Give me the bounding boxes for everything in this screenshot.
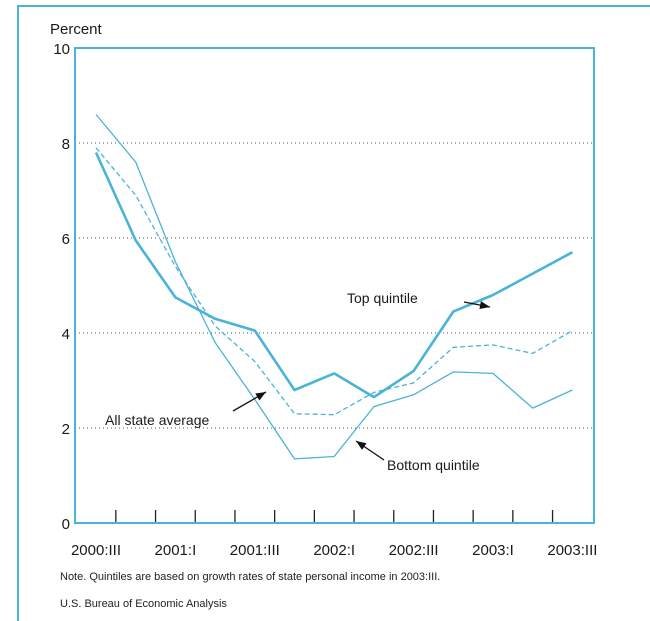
series-lines (94, 114, 574, 460)
grid-lines (75, 142, 594, 429)
y-tick-labels: 0 2 4 6 8 10 (53, 41, 70, 533)
series-line-all-state-average (95, 147, 573, 416)
y-tick-label: 8 (62, 136, 70, 153)
source-text: U.S. Bureau of Economic Analysis (60, 598, 227, 610)
annotation-bottom-quintile: Bottom quintile (387, 457, 480, 473)
all-state-average-arrow (232, 391, 267, 412)
annotation-top-quintile: Top quintile (347, 290, 418, 306)
y-tick-label: 4 (62, 326, 70, 343)
x-tick-label: 2000:III (71, 542, 121, 559)
y-tick-label: 6 (62, 231, 70, 248)
x-tick-label: 2003:III (547, 542, 597, 559)
annotations: Top quintile All state average Bottom quin… (105, 290, 491, 473)
frame-top-rule (17, 5, 650, 7)
frame-left-rule (17, 5, 19, 621)
y-tick-label: 2 (62, 421, 70, 438)
annotation-all-state-average: All state average (105, 412, 209, 428)
top-quintile-arrow (463, 301, 491, 310)
x-tick-marks (115, 510, 554, 523)
y-tick-label: 0 (62, 516, 70, 533)
x-tick-labels: 2000:III 2001:I 2001:III 2002:I 2002:III 2003… (71, 542, 597, 559)
x-tick-label: 2002:I (313, 542, 355, 559)
x-tick-label: 2002:III (389, 542, 439, 559)
y-axis-label: Percent (50, 21, 103, 38)
y-tick-label: 10 (53, 41, 70, 58)
x-tick-label: 2001:III (230, 542, 280, 559)
plot-frame (74, 47, 595, 524)
x-tick-label: 2001:I (155, 542, 197, 559)
series-line-bottom-quintile (95, 114, 573, 460)
note-text: Note. Quintiles are based on growth rate… (60, 571, 441, 583)
bottom-quintile-arrow (355, 440, 385, 461)
x-tick-label: 2003:I (472, 542, 514, 559)
series-line-top-quintile (94, 151, 574, 399)
